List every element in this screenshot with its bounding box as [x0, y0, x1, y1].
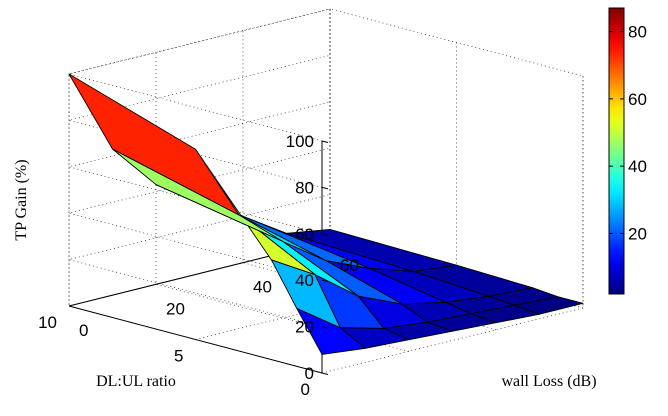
z-tick-label: 40 [295, 271, 314, 290]
z-tick-mark [321, 186, 329, 190]
x-axis-line [68, 305, 323, 374]
colorbar-tick-label: 40 [628, 157, 647, 176]
x-tick-label: 0 [301, 380, 310, 399]
y-tick-label: 20 [166, 299, 185, 318]
surface-plot [68, 73, 584, 355]
z-tick-label: 20 [295, 318, 314, 337]
x-axis-label: DL:UL ratio [96, 373, 176, 390]
y-axis-label: wall Loss (dB) [501, 373, 596, 390]
z-tick-mark [321, 372, 329, 375]
colorbar-gradient [608, 7, 625, 295]
z-axis-label: TP Gain (%) [13, 159, 30, 240]
back-wall-right [329, 8, 584, 309]
x-tick-label: 5 [174, 347, 183, 366]
colorbar-tick-label: 60 [628, 90, 647, 109]
z-tick-label: 0 [305, 364, 314, 383]
y-tick-label: 60 [340, 256, 359, 275]
colorbar-tick-label: 80 [628, 23, 647, 42]
gridline-y [68, 74, 323, 374]
surface-patch-0-3 [68, 73, 240, 216]
x-tick-label: 10 [38, 313, 57, 332]
z-tick-mark [321, 140, 329, 143]
z-tick-mark [321, 233, 329, 236]
y-tick-label: 40 [253, 278, 272, 297]
colorbar: 20 40 60 80 [608, 7, 647, 295]
y-tick-label: 0 [79, 321, 88, 340]
gridline-y [329, 9, 584, 309]
z-tick-mark [321, 326, 329, 329]
z-tick-mark [321, 279, 329, 283]
z-tick-label: 80 [295, 178, 314, 197]
colorbar-tick-label: 20 [628, 224, 647, 243]
gridline-y [242, 30, 497, 330]
z-tick-label: 100 [286, 132, 314, 151]
z-tick-label: 60 [295, 225, 314, 244]
